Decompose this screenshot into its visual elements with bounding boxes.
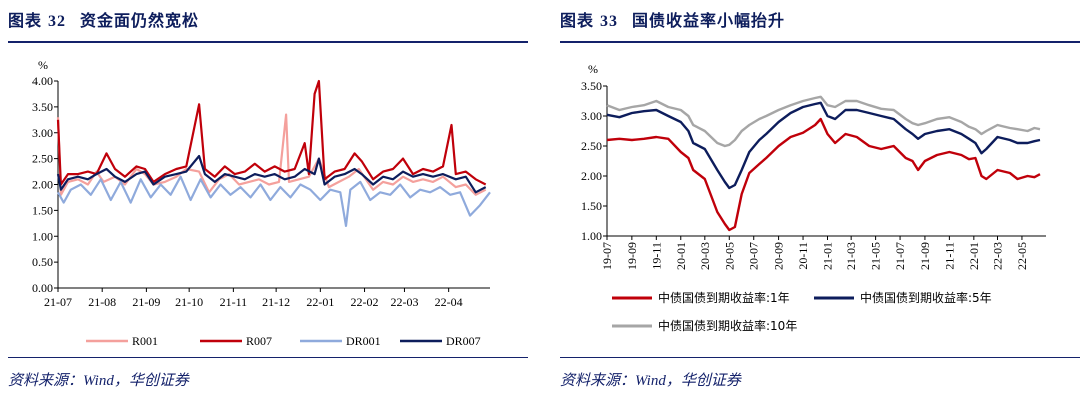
series-line-10y [606,95,1041,148]
legend-label-5y: 中债国债到期收益率:5年 [860,290,992,305]
y-tick-label: 4.00 [32,74,53,88]
legend-label-dr007: DR007 [446,334,481,348]
figure-33-bottom-rule [560,357,1080,358]
x-tick-label: 22-03 [390,295,418,309]
figure-33-top-rule [560,41,1080,43]
x-tick-label: 22-03 [990,242,1004,270]
y-tick-label: 3.00 [32,126,53,140]
x-tick-label: 22-05 [1015,242,1029,270]
x-tick-label: 20-07 [747,242,761,270]
figure-32-label: 图表 [8,13,43,30]
y-tick-label: 2.00 [32,178,53,192]
legend-label-r007: R007 [246,334,272,348]
y-tick-label: 2.50 [581,139,602,153]
treasury-yield-chart: % 1.00 1.50 2.00 2.50 3.00 3.50 19-07 19-09 19-11… [581,62,1046,333]
x-tick-label: 19-11 [649,242,663,270]
legend-label-10y: 中债国债到期收益率:10年 [658,318,797,333]
y-tick-label: 1.50 [581,199,602,213]
y-tick-label: 1.00 [32,229,53,243]
x-tick-label: 21-11 [942,242,956,270]
series-line-5y [606,101,1041,190]
y-tick-label: 2.50 [32,152,53,166]
x-tick-label: 19-09 [625,242,639,270]
figure-33-title: 图表 33 国债收益率小幅抬升 [560,7,785,31]
y-tick-label: 0.00 [32,281,53,295]
x-tick-label: 22-02 [351,295,379,309]
x-tick-label: 21-08 [88,295,116,309]
x-tick-label: 22-04 [435,295,463,309]
x-tick-label: 22-01 [306,295,334,309]
figure-33-panel: 图表 33 国债收益率小幅抬升 % 1.00 1.50 2.00 2.50 3.00 3.50 1… [552,0,1080,403]
y-unit-label: % [38,58,48,72]
figure-32-panel: 图表 32 资金面仍然宽松 % 0.00 0.50 1.00 1.50 2.00 2.50 3.0… [0,0,528,403]
y-tick-label: 1.50 [32,203,53,217]
x-tick-label: 21-07 [893,242,907,270]
y-tick-label: 2.00 [581,169,602,183]
x-tick-label: 20-11 [796,242,810,270]
x-tick-label: 20-03 [698,242,712,270]
figure-32-source: 资料来源：Wind，华创证券 [8,373,189,389]
y-tick-label: 1.00 [581,229,602,243]
y-unit-label: % [588,62,598,76]
funding-rates-chart: % 0.00 0.50 1.00 1.50 2.00 2.50 3.00 3.50 4.00 21-… [32,58,491,348]
x-tick-label: 20-01 [674,242,688,270]
series-line-1y [606,117,1041,232]
figure-32-title: 图表 32 资金面仍然宽松 [8,7,199,31]
x-tick-label: 21-09 [918,242,932,270]
legend-label-1y: 中债国债到期收益率:1年 [658,290,790,305]
x-tick-label: 20-05 [722,242,736,270]
y-tick-label: 0.50 [32,255,53,269]
x-tick-label: 21-01 [821,242,835,270]
x-tick-label: 21-12 [262,295,290,309]
x-tick-label: 22-01 [967,242,981,270]
figure-32-caption: 资金面仍然宽松 [80,13,200,30]
y-tick-label: 3.50 [32,100,53,114]
y-tick-label: 3.00 [581,109,602,123]
x-tick-label: 21-11 [220,295,248,309]
x-tick-label: 21-10 [175,295,203,309]
figure-33-label: 图表 [560,13,595,30]
series-line-dr007 [56,154,487,194]
figure-33-caption: 国债收益率小幅抬升 [632,13,786,30]
figure-32-number: 32 [48,13,67,30]
x-tick-label: 21-07 [44,295,72,309]
y-tick-label: 3.50 [581,79,602,93]
figure-32-bottom-rule [8,357,528,358]
series-line-dr001 [57,175,491,227]
x-tick-label: 19-07 [600,242,614,270]
x-tick-label: 21-05 [869,242,883,270]
series-line-r007 [56,79,487,186]
legend-label-dr001: DR001 [346,334,381,348]
figure-32-top-rule [8,41,528,43]
legend-label-r001: R001 [132,334,158,348]
figure-33-source: 资料来源：Wind，华创证券 [560,373,741,389]
figure-33-number: 33 [600,13,619,30]
x-tick-label: 21-09 [132,295,160,309]
x-tick-label: 20-09 [772,242,786,270]
x-tick-label: 21-03 [844,242,858,270]
